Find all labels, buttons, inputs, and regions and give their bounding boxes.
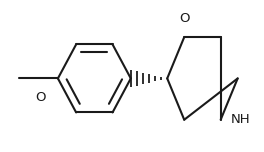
Text: O: O [179,12,190,24]
Text: O: O [35,91,46,104]
Text: NH: NH [231,113,251,126]
